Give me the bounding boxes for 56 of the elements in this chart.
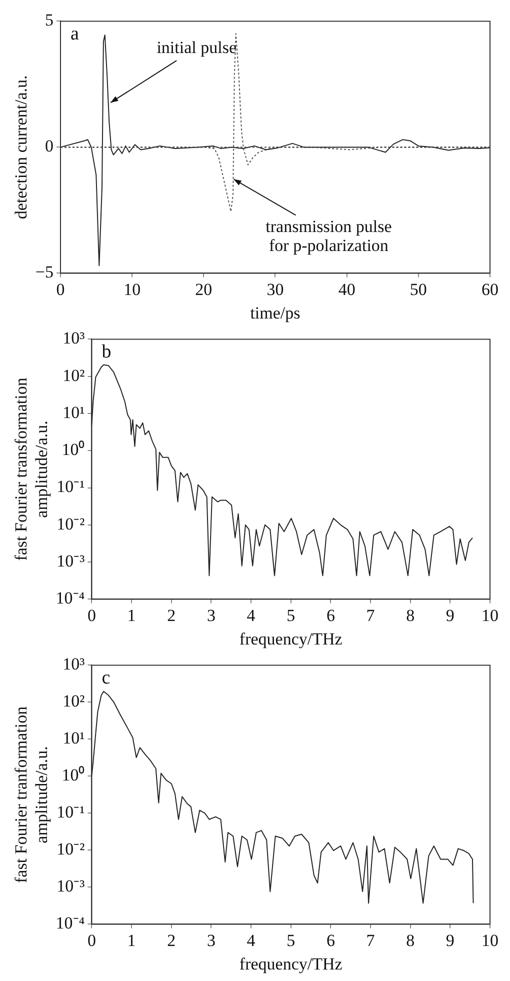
annotation: transmission pulse for p-polarization bbox=[266, 217, 392, 256]
y-tick-label: 10⁻² bbox=[56, 840, 85, 859]
x-tick-label: 10 bbox=[124, 280, 141, 299]
y-tick-label: 0 bbox=[44, 136, 54, 156]
y-tick-label: 10¹ bbox=[62, 402, 85, 422]
x-tick-label: 1 bbox=[127, 930, 136, 950]
y-tick-label: 10² bbox=[62, 366, 85, 385]
x-tick-label: 8 bbox=[406, 606, 415, 625]
x-tick-label: 6 bbox=[326, 930, 335, 950]
x-tick-label: 3 bbox=[206, 930, 216, 950]
y-tick-label: 10⁻¹ bbox=[56, 477, 85, 496]
annotation: initial pulse bbox=[156, 38, 236, 58]
y-tick-label: −5 bbox=[35, 262, 54, 282]
x-tick-label: 10 bbox=[482, 606, 498, 625]
y-tick-label: 10⁻² bbox=[56, 514, 85, 534]
x-tick-label: 30 bbox=[266, 280, 284, 299]
x-tick-label: 40 bbox=[338, 280, 356, 299]
x-axis-title: time/ps bbox=[250, 303, 300, 322]
y-tick-label: 10² bbox=[62, 692, 85, 711]
y-tick-label: 5 bbox=[44, 10, 54, 30]
x-tick-label: 7 bbox=[366, 930, 376, 950]
y-tick-label: 10⁻³ bbox=[56, 552, 85, 571]
x-tick-label: 6 bbox=[326, 606, 335, 625]
x-tick-label: 8 bbox=[406, 930, 415, 950]
x-tick-label: 5 bbox=[286, 930, 296, 950]
x-tick-label: 5 bbox=[286, 606, 296, 625]
x-axis-title: frequency/THz bbox=[239, 954, 343, 974]
x-tick-label: 60 bbox=[482, 280, 498, 299]
x-axis-title: frequency/THz bbox=[239, 629, 343, 648]
x-tick-label: 1 bbox=[127, 606, 136, 625]
y-tick-label: 10⁻³ bbox=[56, 876, 85, 896]
x-tick-label: 20 bbox=[195, 280, 212, 299]
y-tick-label: 10⁻⁴ bbox=[56, 914, 85, 933]
y-tick-label: 10⁰ bbox=[62, 766, 85, 785]
x-tick-label: 10 bbox=[482, 930, 498, 950]
x-tick-label: 2 bbox=[167, 930, 176, 950]
y-axis-title: fast Fourier transformation amplitude/a.u. bbox=[12, 377, 52, 561]
x-tick-label: 4 bbox=[246, 930, 256, 950]
y-axis-title: fast Fourier tranformation amplitude/a.u. bbox=[12, 706, 52, 883]
y-axis-title: detection current/a.u. bbox=[12, 75, 31, 220]
y-tick-label: 10⁻⁴ bbox=[56, 588, 85, 608]
x-tick-label: 4 bbox=[246, 606, 256, 625]
annotation: b bbox=[102, 342, 112, 363]
x-tick-label: 9 bbox=[446, 606, 454, 625]
annotation: a bbox=[70, 24, 80, 45]
x-tick-label: 7 bbox=[366, 606, 376, 625]
y-tick-label: 10³ bbox=[62, 328, 85, 348]
x-tick-label: 3 bbox=[206, 606, 216, 625]
x-tick-label: 9 bbox=[446, 930, 454, 950]
y-tick-label: 10⁻¹ bbox=[56, 802, 85, 822]
x-tick-label: 50 bbox=[410, 280, 427, 299]
x-tick-label: 2 bbox=[167, 606, 176, 625]
annotation: c bbox=[102, 668, 110, 689]
y-tick-label: 10³ bbox=[62, 654, 85, 674]
y-tick-label: 10¹ bbox=[62, 728, 85, 748]
y-tick-label: 10⁰ bbox=[62, 440, 85, 460]
